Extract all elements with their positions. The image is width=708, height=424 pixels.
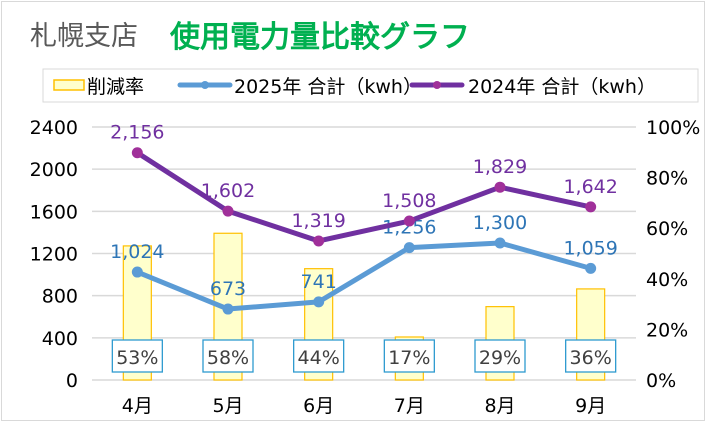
legend-marker-0 — [201, 81, 209, 89]
legend-label-2024: 2024年 合計（kwh） — [468, 76, 656, 98]
y-right-tick: 100% — [646, 117, 700, 139]
y-left-tick: 1200 — [30, 244, 78, 266]
y-right-tick: 0% — [646, 370, 676, 392]
rate-label: 17% — [388, 347, 430, 369]
series-marker-0 — [313, 296, 325, 308]
rate-label-box — [111, 339, 163, 373]
rate-label: 29% — [479, 347, 521, 369]
data-label-1: 1,602 — [201, 180, 255, 202]
y-right-tick: 80% — [646, 168, 688, 190]
series-marker-0 — [403, 242, 415, 254]
data-label-1: 1,508 — [382, 190, 436, 212]
data-label-1: 1,829 — [473, 156, 527, 178]
y-left-tick: 800 — [42, 286, 78, 308]
rate-label: 58% — [207, 347, 249, 369]
data-label-0: 673 — [210, 278, 246, 300]
x-tick: 5月 — [212, 395, 243, 417]
series-marker-1 — [313, 235, 325, 247]
branch-name: 札幌支店 — [30, 21, 138, 52]
data-label-0: 1,059 — [563, 237, 617, 259]
series-marker-1 — [403, 215, 415, 227]
rate-label-box — [474, 339, 526, 373]
x-tick: 7月 — [394, 395, 425, 417]
legend-swatch-bar — [53, 79, 85, 91]
x-tick: 6月 — [303, 395, 334, 417]
y-left-tick: 1600 — [30, 201, 78, 223]
legend-label-bar: 削減率 — [87, 76, 144, 98]
y-left-tick: 400 — [42, 328, 78, 350]
series-line-1 — [135, 150, 592, 244]
rate-label: 53% — [116, 347, 158, 369]
rate-label-box — [383, 339, 435, 373]
data-label-0: 741 — [301, 271, 337, 293]
x-tick: 8月 — [484, 395, 515, 417]
legend — [42, 68, 699, 103]
series-marker-1 — [494, 181, 506, 193]
y-right-tick: 40% — [646, 269, 688, 291]
rate-label: 44% — [298, 347, 340, 369]
legend-marker-1 — [433, 81, 441, 89]
series-marker-0 — [222, 303, 234, 315]
chart-title: 使用電力量比較グラフ — [170, 20, 470, 55]
series-marker-1 — [131, 147, 143, 159]
y-right-tick: 60% — [646, 218, 688, 240]
rate-label: 36% — [570, 347, 612, 369]
rate-label-box — [293, 339, 345, 373]
rate-label-box — [565, 339, 617, 373]
data-label-0: 1,300 — [473, 212, 527, 234]
x-tick: 9月 — [575, 395, 606, 417]
y-left-tick: 2000 — [30, 159, 78, 181]
data-label-1: 1,319 — [291, 210, 345, 232]
series-marker-0 — [585, 262, 597, 274]
y-left-tick: 0 — [66, 370, 78, 392]
series-line-0 — [136, 240, 592, 312]
series-marker-1 — [222, 205, 234, 217]
data-label-1: 2,156 — [110, 122, 164, 144]
series-marker-0 — [494, 237, 506, 249]
rate-label-box — [202, 339, 254, 373]
data-label-1: 1,642 — [563, 176, 617, 198]
x-tick: 4月 — [122, 395, 153, 417]
series-marker-1 — [585, 201, 597, 213]
series-marker-0 — [131, 266, 143, 278]
legend-label-2025: 2025年 合計（kwh） — [234, 76, 422, 98]
y-left-tick: 2400 — [30, 117, 78, 139]
data-label-0: 1,024 — [110, 241, 164, 263]
y-right-tick: 20% — [646, 319, 688, 341]
